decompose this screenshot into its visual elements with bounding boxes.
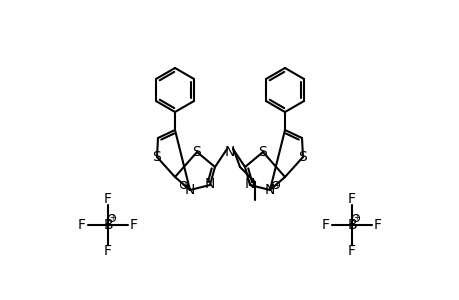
Text: +: +: [180, 181, 187, 190]
Text: +: +: [109, 214, 115, 223]
Text: F: F: [78, 218, 86, 232]
Text: N: N: [244, 177, 255, 191]
Text: S: S: [258, 145, 267, 159]
Text: F: F: [104, 192, 112, 206]
Text: S: S: [192, 145, 201, 159]
Text: +: +: [352, 214, 358, 223]
Text: F: F: [130, 218, 138, 232]
Text: B: B: [103, 218, 112, 232]
Text: N: N: [185, 183, 195, 197]
Text: F: F: [373, 218, 381, 232]
Text: S: S: [152, 150, 161, 164]
Text: B: B: [347, 218, 356, 232]
Text: F: F: [321, 218, 329, 232]
Text: +: +: [272, 181, 279, 190]
Text: F: F: [347, 192, 355, 206]
Text: F: F: [104, 244, 112, 258]
Text: N: N: [204, 177, 215, 191]
Text: S: S: [298, 150, 307, 164]
Text: N: N: [264, 183, 274, 197]
Text: N: N: [224, 145, 235, 159]
Text: F: F: [347, 244, 355, 258]
